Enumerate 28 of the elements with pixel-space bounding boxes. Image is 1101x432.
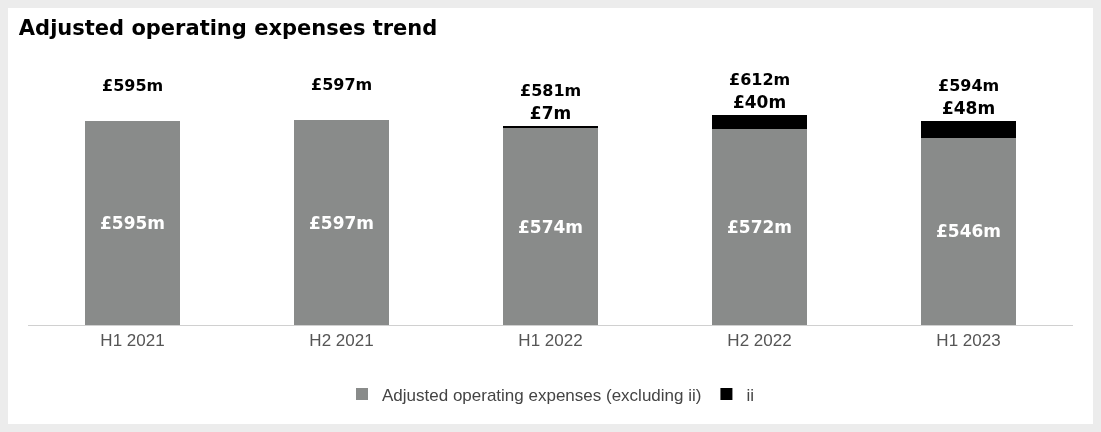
total-label: £612m — [729, 70, 791, 89]
bar — [503, 128, 598, 325]
chart-title: Adjusted operating expenses trend — [18, 16, 438, 41]
legend-label: Adjusted operating expenses (excluding ii) — [382, 385, 702, 405]
bar — [921, 121, 1016, 138]
data-label: £7m — [529, 102, 572, 123]
bar — [294, 120, 389, 325]
data-label: £40m — [732, 92, 787, 112]
data-label: £597m — [308, 212, 375, 233]
bar — [712, 128, 807, 325]
x-tick-label: H2 2021 — [309, 331, 374, 351]
bar — [712, 115, 807, 129]
data-label: £546m — [935, 221, 1002, 242]
data-label: £574m — [517, 216, 584, 237]
legend-label: ii — [746, 385, 754, 405]
total-label: £597m — [311, 75, 373, 94]
x-tick-label: H1 2021 — [100, 331, 165, 351]
x-tick-label: H2 2022 — [727, 331, 792, 351]
total-label: £595m — [102, 76, 164, 95]
data-label: £48m — [941, 98, 996, 119]
total-label: £581m — [520, 81, 582, 100]
total-label: £594m — [938, 76, 1000, 95]
data-label: £595m — [99, 212, 166, 233]
data-label: £572m — [726, 216, 793, 237]
bar — [921, 137, 1016, 325]
x-tick-label: H1 2022 — [518, 331, 583, 351]
bar — [85, 120, 180, 325]
x-tick-label: H1 2023 — [936, 331, 1001, 351]
